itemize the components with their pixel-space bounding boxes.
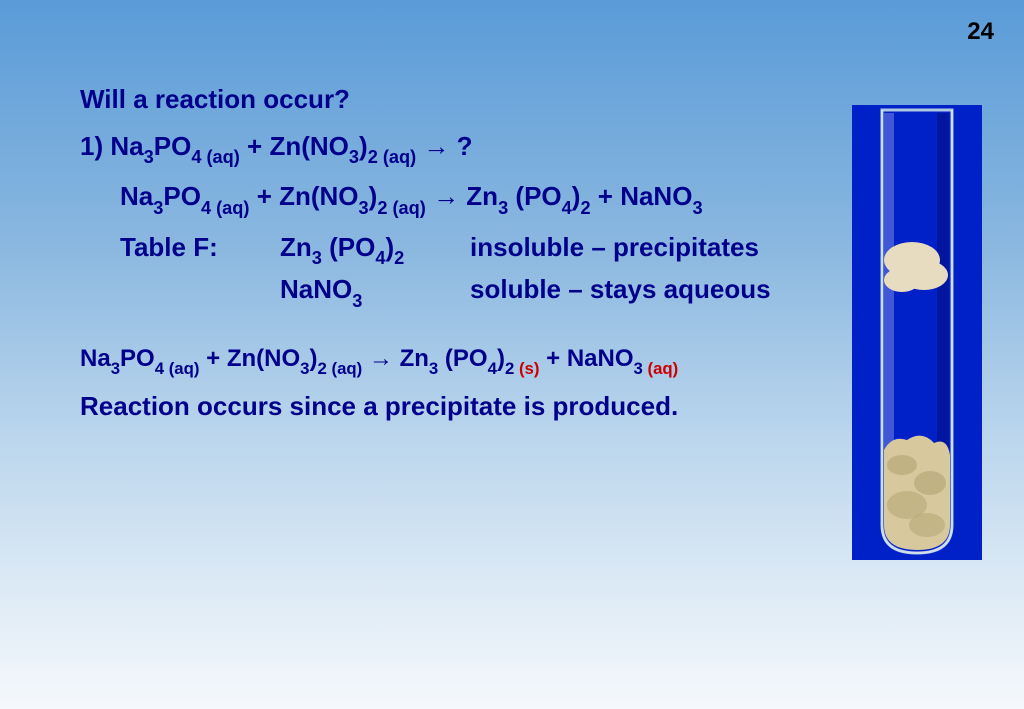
equation-expanded: Na3PO4 (aq) + Zn(NO3)2 (aq) → Zn3 (PO4)2… (80, 177, 800, 219)
table-row: NaNO3 soluble – stays aqueous (80, 270, 800, 312)
final-eq-mid: + NaNO3 (539, 345, 647, 372)
state-solid: (s) (519, 359, 540, 378)
final-eq-left: Na3PO4 (aq) + Zn(NO3)2 (aq) → Zn3 (PO4)2 (80, 345, 519, 372)
state-aqueous: (aq) (648, 359, 679, 378)
title: Will a reaction occur? (80, 80, 800, 119)
equation-reactants: Na3PO4 (aq) + Zn(NO3)2 (aq) → ? (110, 131, 472, 161)
table-note: insoluble – precipitates (470, 228, 759, 270)
table-formula: Zn3 (PO4)2 (280, 228, 470, 270)
test-tube-image (852, 105, 982, 560)
conclusion: Reaction occurs since a precipitate is p… (80, 387, 800, 426)
table-formula: NaNO3 (280, 270, 470, 312)
equation-label: 1) (80, 131, 103, 161)
table-label: Table F: (120, 228, 280, 270)
page-number: 24 (967, 18, 994, 46)
table-row: Table F: Zn3 (PO4)2 insoluble – precipit… (80, 228, 800, 270)
equation-question: 1) Na3PO4 (aq) + Zn(NO3)2 (aq) → ? (80, 127, 800, 169)
final-equation: Na3PO4 (aq) + Zn(NO3)2 (aq) → Zn3 (PO4)2… (80, 341, 800, 379)
slide-content: Will a reaction occur? 1) Na3PO4 (aq) + … (80, 80, 800, 434)
table-note: soluble – stays aqueous (470, 270, 771, 312)
